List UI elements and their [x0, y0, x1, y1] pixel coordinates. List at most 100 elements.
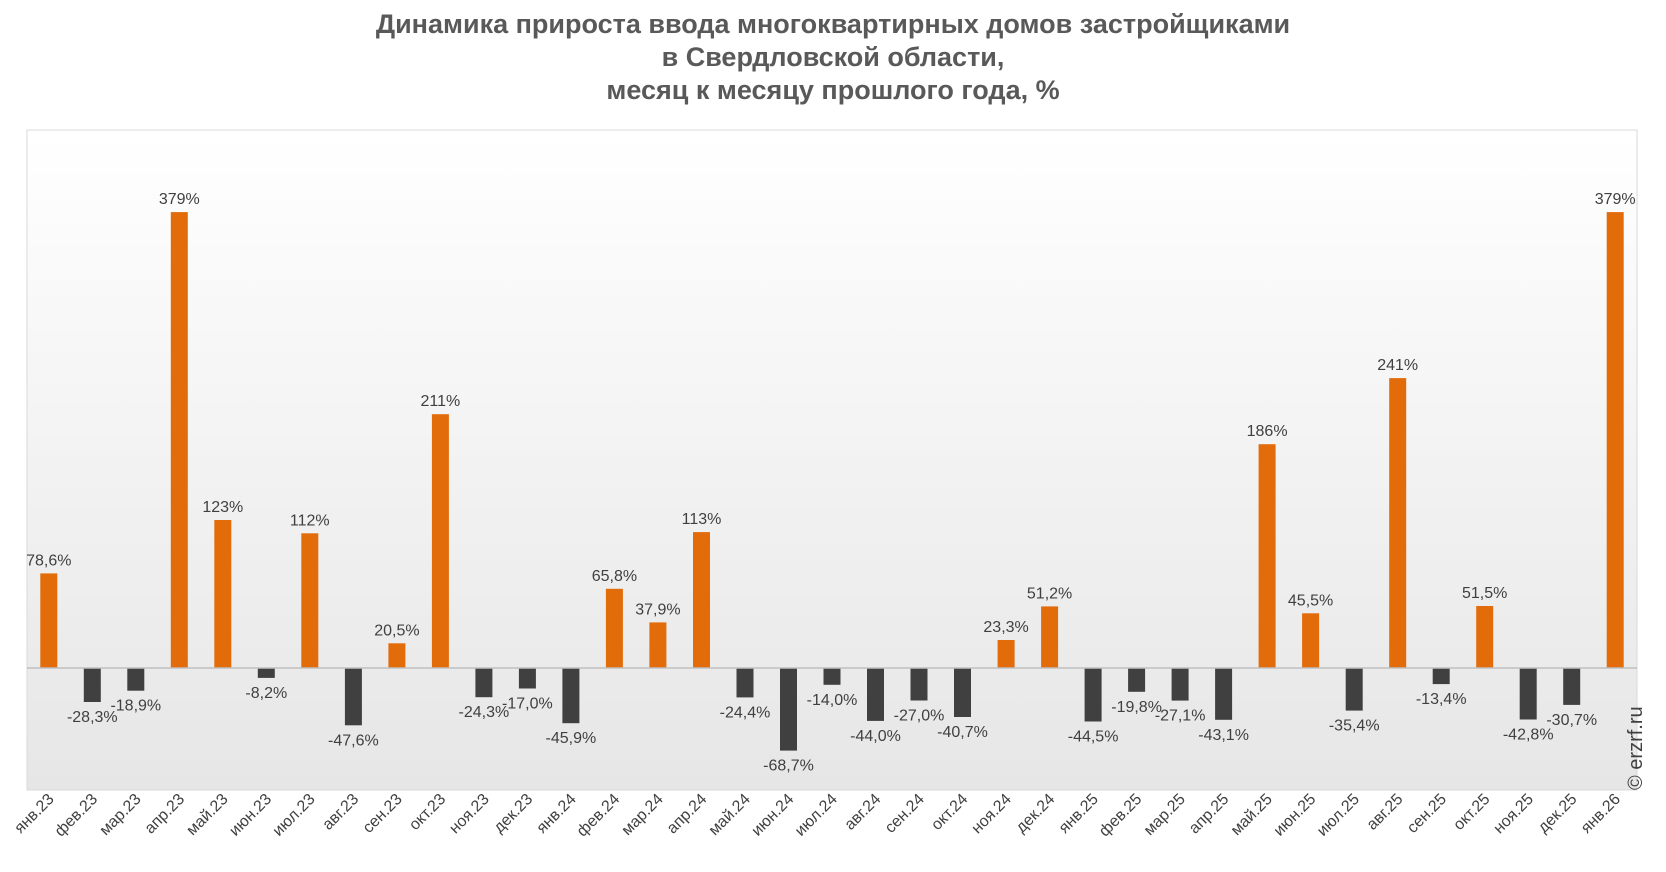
value-label-июл.24: -14,0% — [807, 692, 858, 709]
x-tick-label-июн.24: июн.24 — [749, 791, 798, 840]
x-tick-label-апр.23: апр.23 — [142, 791, 189, 838]
value-label-авг.23: -47,6% — [328, 732, 379, 749]
value-label-дек.23: -17,0% — [502, 696, 553, 713]
value-label-июл.25: -35,4% — [1329, 718, 1380, 735]
bar-июн.24 — [780, 668, 797, 751]
chart-title: Динамика прироста ввода многоквартирных … — [0, 8, 1666, 107]
value-label-авг.24: -44,0% — [850, 728, 901, 745]
chart-title-line-3: месяц к месяцу прошлого года, % — [606, 75, 1060, 105]
bar-фев.24 — [605, 588, 623, 668]
bar-авг.25 — [1389, 378, 1407, 668]
bar-сен.25 — [1432, 668, 1450, 685]
value-label-янв.23: 78,6% — [26, 552, 71, 569]
value-label-янв.26: 379% — [1595, 191, 1636, 208]
x-tick-label-ноя.23: ноя.23 — [446, 791, 492, 837]
x-tick-label-дек.24: дек.24 — [1013, 791, 1059, 837]
bar-мар.25 — [1171, 668, 1189, 701]
chart-title-line-1: Динамика прироста ввода многоквартирных … — [375, 9, 1291, 39]
x-tick-label-сен.25: сен.25 — [1404, 791, 1450, 837]
bar-июл.25 — [1345, 668, 1363, 711]
bar-апр.25 — [1215, 668, 1233, 720]
value-label-мар.24: 37,9% — [635, 601, 680, 618]
x-tick-label-ноя.25: ноя.25 — [1491, 791, 1537, 837]
value-label-апр.25: -43,1% — [1198, 727, 1249, 744]
value-label-окт.24: -40,7% — [937, 724, 988, 741]
x-tick-label-фев.25: фев.25 — [1096, 791, 1145, 840]
x-axis-labels-group: янв.23фев.23мар.23апр.23май.23июн.23июл.… — [11, 791, 1624, 840]
bar-окт.25 — [1476, 606, 1494, 668]
x-tick-label-апр.24: апр.24 — [664, 791, 711, 838]
value-label-июн.24: -68,7% — [763, 758, 814, 775]
x-tick-label-янв.25: янв.25 — [1056, 791, 1102, 837]
bar-июн.23 — [257, 668, 275, 678]
x-tick-label-авг.23: авг.23 — [319, 791, 362, 834]
value-label-июл.23: 112% — [290, 512, 330, 529]
bar-дек.24 — [1041, 606, 1059, 668]
x-tick-label-ноя.24: ноя.24 — [969, 791, 1015, 837]
value-label-фев.25: -19,8% — [1111, 699, 1162, 716]
x-tick-label-май.23: май.23 — [183, 791, 231, 839]
value-label-сен.24: -27,0% — [894, 708, 945, 725]
watermark-text: © erzrf.ru — [1625, 706, 1647, 790]
x-tick-label-дек.23: дек.23 — [491, 791, 537, 837]
bar-фев.23 — [83, 668, 101, 702]
value-label-окт.25: 51,5% — [1462, 585, 1507, 602]
bar-мар.23 — [127, 668, 145, 691]
value-label-дек.24: 51,2% — [1027, 585, 1072, 602]
bar-янв.26 — [1606, 212, 1624, 668]
bar-сен.23 — [388, 643, 406, 668]
bar-ноя.23 — [475, 668, 493, 698]
value-label-мар.25: -27,1% — [1155, 708, 1206, 725]
x-tick-label-окт.23: окт.23 — [406, 791, 449, 834]
value-label-сен.23: 20,5% — [374, 622, 419, 639]
bar-ноя.25 — [1519, 668, 1537, 720]
bar-апр.23 — [170, 212, 188, 668]
value-label-сен.25: -13,4% — [1416, 691, 1467, 708]
x-tick-label-сен.24: сен.24 — [882, 791, 928, 837]
bars-group — [40, 212, 1624, 751]
x-tick-label-апр.25: апр.25 — [1186, 791, 1233, 838]
x-tick-label-дек.25: дек.25 — [1535, 791, 1581, 837]
value-label-фев.24: 65,8% — [592, 568, 637, 585]
bar-апр.24 — [693, 532, 710, 668]
x-tick-label-окт.25: окт.25 — [1450, 791, 1493, 834]
bar-май.25 — [1258, 444, 1276, 668]
value-label-фев.23: -28,3% — [67, 709, 118, 726]
value-label-янв.24: -45,9% — [546, 730, 597, 747]
bar-авг.23 — [344, 668, 362, 726]
x-tick-label-май.25: май.25 — [1228, 791, 1276, 839]
bar-янв.25 — [1084, 668, 1102, 722]
value-label-июн.23: -8,2% — [245, 685, 287, 702]
bar-фев.25 — [1128, 668, 1146, 692]
value-label-дек.25: -30,7% — [1546, 712, 1597, 729]
bar-окт.23 — [431, 414, 449, 668]
bar-дек.23 — [518, 668, 536, 689]
x-tick-label-сен.23: сен.23 — [360, 791, 406, 837]
value-label-май.25: 186% — [1247, 423, 1288, 440]
x-tick-label-май.24: май.24 — [706, 791, 754, 839]
value-label-май.23: 123% — [202, 499, 243, 516]
bar-май.24 — [736, 668, 754, 698]
value-label-авг.25: 241% — [1377, 357, 1418, 374]
x-tick-label-мар.23: мар.23 — [97, 791, 145, 839]
x-tick-label-мар.25: мар.25 — [1141, 791, 1189, 839]
x-tick-label-янв.26: янв.26 — [1578, 791, 1624, 837]
value-labels-group: 78,6% -28,3%-18,9% 379% 123% -8,2% 112% -47,6%… — [26, 191, 1636, 775]
x-tick-label-окт.24: окт.24 — [928, 791, 971, 834]
bar-янв.23 — [40, 573, 58, 668]
x-tick-label-янв.23: янв.23 — [11, 791, 57, 837]
x-tick-label-мар.24: мар.24 — [619, 791, 667, 839]
x-tick-label-июл.25: июл.25 — [1314, 791, 1363, 840]
value-label-апр.23: 379% — [159, 191, 200, 208]
bar-июн.25 — [1302, 613, 1320, 668]
x-tick-label-июн.25: июн.25 — [1271, 791, 1320, 840]
value-label-мар.23: -18,9% — [110, 698, 161, 715]
x-tick-label-фев.23: фев.23 — [52, 791, 101, 840]
value-label-ноя.25: -42,8% — [1503, 727, 1554, 744]
bar-май.23 — [214, 520, 232, 668]
x-tick-label-июл.24: июл.24 — [792, 791, 841, 840]
bar-июл.24 — [823, 668, 841, 685]
x-tick-label-янв.24: янв.24 — [534, 791, 580, 837]
x-tick-label-авг.25: авг.25 — [1364, 791, 1407, 834]
